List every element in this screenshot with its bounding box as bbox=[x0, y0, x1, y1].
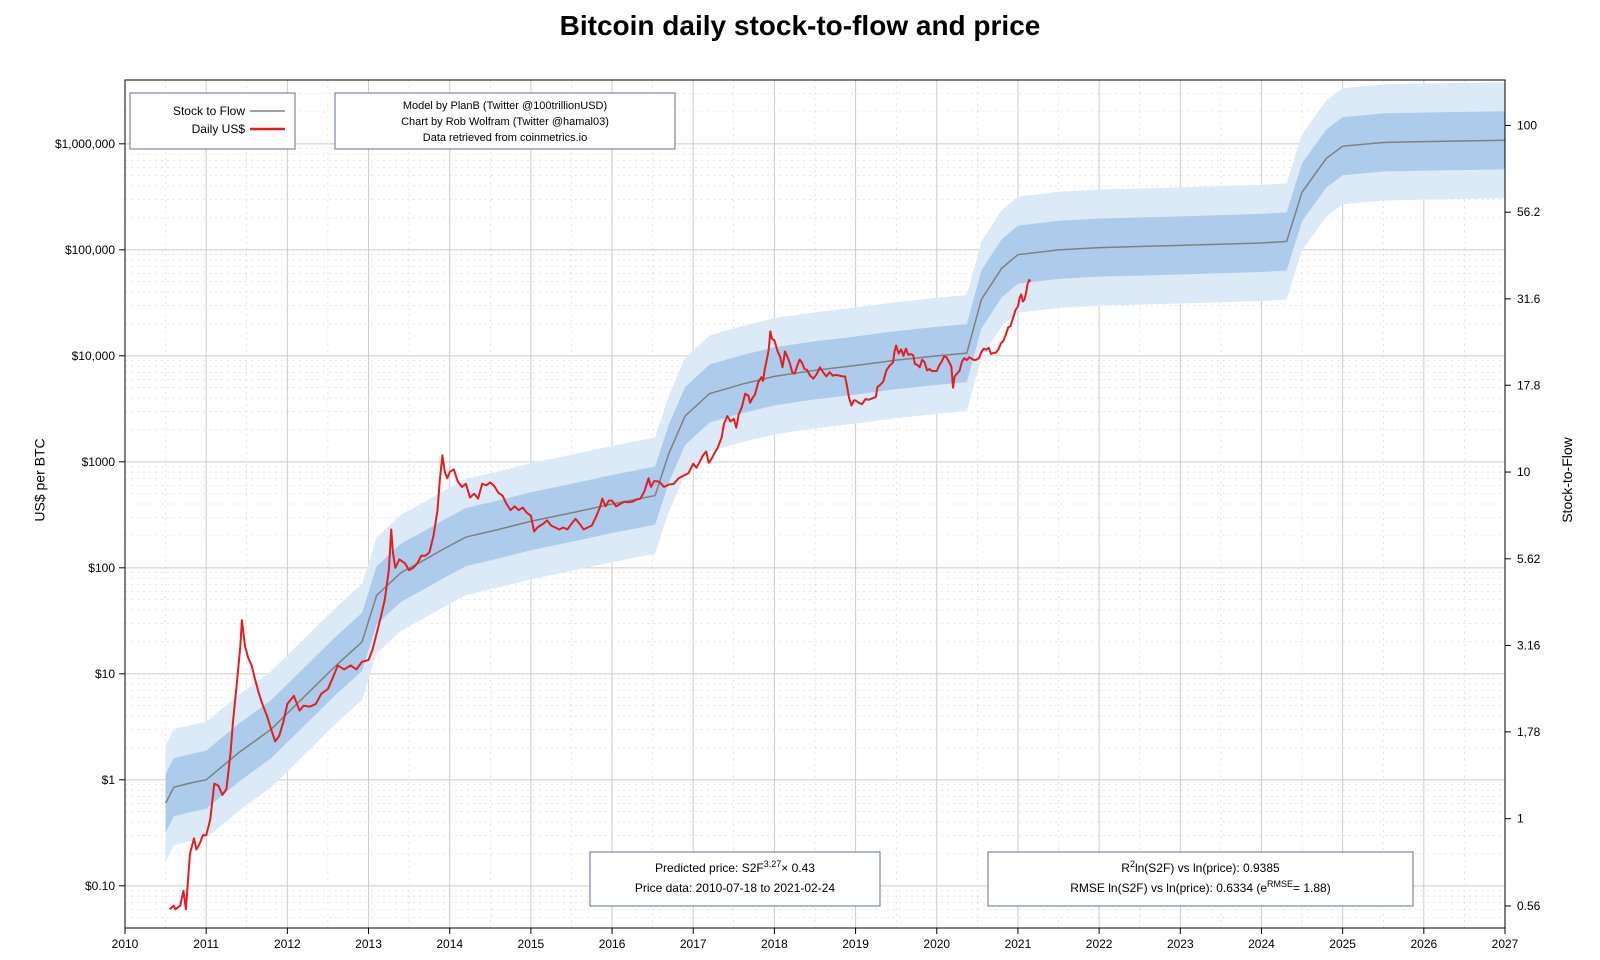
svg-text:10: 10 bbox=[1517, 465, 1531, 479]
svg-text:2017: 2017 bbox=[680, 937, 707, 951]
svg-text:Predicted price: S2F3.27× 0.43: Predicted price: S2F3.27× 0.43 bbox=[655, 859, 815, 875]
y-left-axis-label: US$ per BTC bbox=[32, 438, 48, 521]
svg-text:0.56: 0.56 bbox=[1517, 899, 1541, 913]
svg-text:$10,000: $10,000 bbox=[72, 349, 116, 363]
svg-text:2026: 2026 bbox=[1410, 937, 1437, 951]
svg-text:$1000: $1000 bbox=[82, 455, 116, 469]
svg-text:Daily US$: Daily US$ bbox=[192, 122, 246, 136]
svg-text:2023: 2023 bbox=[1167, 937, 1194, 951]
svg-text:2010: 2010 bbox=[112, 937, 139, 951]
svg-text:$1,000,000: $1,000,000 bbox=[55, 137, 115, 151]
svg-text:5.62: 5.62 bbox=[1517, 552, 1541, 566]
svg-text:100: 100 bbox=[1517, 118, 1537, 132]
svg-text:2013: 2013 bbox=[355, 937, 382, 951]
svg-text:Data retrieved from coinmetric: Data retrieved from coinmetrics.io bbox=[423, 132, 587, 144]
svg-text:2022: 2022 bbox=[1086, 937, 1113, 951]
svg-text:2014: 2014 bbox=[436, 937, 463, 951]
svg-text:2019: 2019 bbox=[842, 937, 869, 951]
svg-text:2027: 2027 bbox=[1492, 937, 1519, 951]
svg-text:2016: 2016 bbox=[599, 937, 626, 951]
svg-text:$100,000: $100,000 bbox=[65, 243, 115, 257]
svg-text:2012: 2012 bbox=[274, 937, 301, 951]
svg-text:1,78: 1,78 bbox=[1517, 725, 1541, 739]
s2f-chart: 2010 2011 2012 2013 2014 2015 2016 2017 2018 2019… bbox=[0, 0, 1600, 960]
svg-text:2025: 2025 bbox=[1329, 937, 1356, 951]
svg-text:$100: $100 bbox=[88, 561, 115, 575]
svg-text:Chart by Rob Wolfram (Twitter: Chart by Rob Wolfram (Twitter @hamal03) bbox=[401, 116, 609, 128]
y-right-axis-label: Stock-to-Flow bbox=[1559, 437, 1575, 523]
svg-text:R2ln(S2F) vs ln(price): 0.9385: R2ln(S2F) vs ln(price): 0.9385 bbox=[1121, 859, 1280, 875]
svg-text:3.16: 3.16 bbox=[1517, 638, 1541, 652]
svg-text:Stock to Flow: Stock to Flow bbox=[173, 104, 245, 118]
svg-text:Model by PlanB (Twitter @100tr: Model by PlanB (Twitter @100trillionUSD) bbox=[403, 100, 607, 112]
svg-text:$10: $10 bbox=[95, 667, 115, 681]
svg-text:2024: 2024 bbox=[1248, 937, 1275, 951]
svg-text:2015: 2015 bbox=[518, 937, 545, 951]
svg-text:31.6: 31.6 bbox=[1517, 292, 1541, 306]
svg-text:2021: 2021 bbox=[1005, 937, 1032, 951]
svg-text:2011: 2011 bbox=[193, 937, 219, 951]
svg-text:56.2: 56.2 bbox=[1517, 205, 1541, 219]
svg-text:2018: 2018 bbox=[761, 937, 788, 951]
svg-text:17.8: 17.8 bbox=[1517, 378, 1541, 392]
svg-text:Price data: 2010-07-18 to 2021: Price data: 2010-07-18 to 2021-02-24 bbox=[635, 881, 835, 895]
svg-text:2020: 2020 bbox=[923, 937, 950, 951]
svg-text:$0.10: $0.10 bbox=[85, 879, 115, 893]
svg-text:1: 1 bbox=[1517, 812, 1524, 826]
svg-text:$1: $1 bbox=[102, 773, 116, 787]
page-title: Bitcoin daily stock-to-flow and price bbox=[0, 10, 1600, 42]
